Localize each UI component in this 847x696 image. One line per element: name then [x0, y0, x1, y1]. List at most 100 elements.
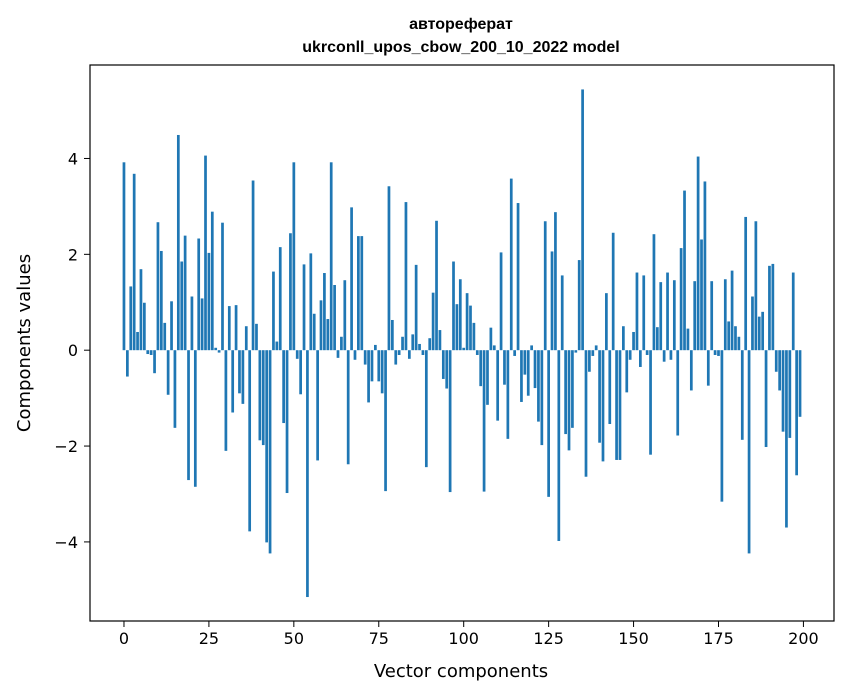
bar	[591, 350, 595, 356]
bar	[689, 350, 693, 391]
bar	[448, 350, 452, 493]
bar	[221, 222, 224, 351]
bar	[244, 326, 248, 351]
bar	[302, 264, 306, 351]
bar	[166, 350, 170, 395]
bar	[734, 326, 737, 351]
bar	[737, 336, 741, 351]
bar	[499, 252, 503, 351]
bar	[635, 272, 639, 351]
x-tick-label: 75	[369, 629, 389, 648]
bar	[268, 350, 272, 554]
bar	[761, 311, 765, 351]
bar	[669, 350, 673, 360]
bar	[520, 350, 523, 402]
bar	[628, 350, 632, 360]
x-tick-label: 0	[119, 629, 129, 648]
x-axis-ticks: 0 25 50 75 100 125 150 175 200	[119, 621, 819, 648]
bar	[795, 350, 798, 476]
bar	[346, 350, 350, 465]
bar	[754, 221, 758, 351]
bar	[424, 350, 428, 468]
bar	[411, 334, 415, 351]
bar	[489, 327, 493, 351]
bar	[197, 238, 201, 351]
bar	[445, 350, 449, 389]
bar	[363, 350, 367, 365]
bar	[187, 350, 190, 481]
bar	[428, 338, 432, 351]
bar	[700, 239, 703, 351]
bar	[319, 300, 323, 351]
bar	[706, 350, 710, 386]
bar	[598, 350, 601, 443]
chart-title-line1: автореферат	[409, 16, 513, 33]
bar	[374, 344, 377, 351]
bar	[683, 190, 686, 351]
bar	[360, 236, 364, 351]
bar	[649, 350, 652, 455]
bar	[533, 350, 537, 389]
bar	[248, 350, 252, 532]
bar	[163, 322, 167, 351]
bar	[193, 350, 197, 487]
bar	[258, 350, 262, 441]
bar	[622, 326, 625, 351]
bar	[241, 350, 245, 404]
bar	[571, 350, 574, 428]
bar	[139, 269, 143, 351]
bar	[387, 186, 391, 351]
bar	[710, 281, 714, 351]
bar	[146, 350, 150, 355]
bar	[407, 350, 411, 359]
bar	[180, 261, 184, 351]
bar	[764, 350, 768, 448]
bar	[414, 264, 418, 351]
bar	[564, 350, 567, 435]
x-tick-label: 25	[199, 629, 219, 648]
bar	[143, 302, 146, 351]
bar	[176, 134, 180, 351]
bar	[771, 263, 775, 351]
bar	[703, 181, 707, 351]
y-tick-label: 2	[68, 245, 78, 264]
bar	[785, 350, 788, 528]
bar	[588, 350, 591, 372]
bar-series	[122, 89, 802, 598]
bar	[465, 293, 469, 351]
bar	[482, 350, 486, 492]
bar	[791, 272, 795, 351]
bar	[774, 350, 778, 372]
bar	[781, 350, 785, 432]
bar	[306, 350, 309, 598]
bar	[340, 336, 343, 351]
bar	[357, 236, 360, 351]
bar	[462, 347, 466, 351]
bar	[594, 345, 598, 351]
bar	[214, 347, 218, 351]
bar	[227, 306, 231, 351]
bar	[611, 232, 615, 351]
bar	[204, 155, 207, 351]
bar	[217, 350, 221, 353]
bar	[543, 221, 547, 351]
bar	[605, 293, 608, 351]
bar	[503, 350, 506, 385]
bar	[377, 350, 381, 382]
bar	[289, 233, 292, 351]
bar	[557, 350, 561, 541]
bar	[132, 173, 136, 351]
bar	[384, 350, 387, 492]
bar	[261, 350, 265, 446]
bar	[475, 350, 479, 355]
bar	[560, 275, 564, 351]
bar	[492, 345, 496, 351]
bar	[530, 345, 533, 351]
bar	[323, 273, 326, 351]
bar	[730, 270, 734, 351]
bar	[326, 319, 330, 351]
bar	[333, 285, 336, 351]
bar	[401, 336, 404, 351]
bar	[312, 313, 316, 351]
bar	[238, 350, 241, 394]
